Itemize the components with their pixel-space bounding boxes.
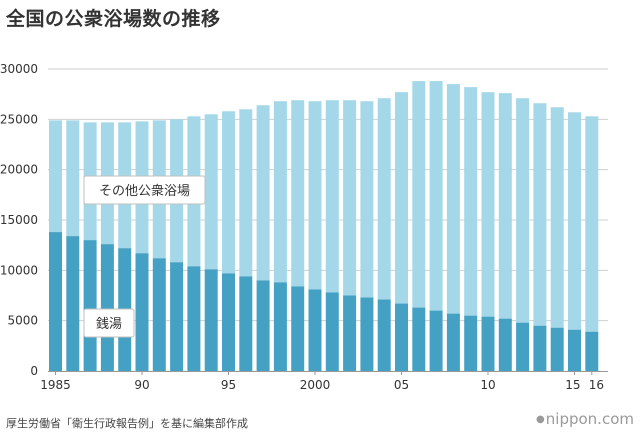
- bar-sento-2004: [377, 299, 391, 371]
- y-tick-label: 10000: [0, 263, 38, 277]
- bar-sento-1993: [187, 266, 201, 371]
- x-tick-label: 90: [134, 378, 149, 392]
- bar-sento-2005: [395, 303, 408, 371]
- bar-sento-2003: [360, 297, 374, 371]
- x-tick-label: 95: [221, 378, 236, 392]
- bar-other-2002: [343, 100, 357, 296]
- bar-sento-2012: [516, 322, 530, 371]
- bar-sento-1998: [273, 282, 287, 371]
- bar-sento-2001: [325, 292, 339, 371]
- bar-sento-2010: [481, 316, 495, 371]
- bar-other-2006: [412, 81, 426, 308]
- bar-sento-1988: [100, 244, 114, 371]
- bar-other-1995: [222, 111, 235, 274]
- bar-sento-2011: [498, 318, 512, 371]
- bar-other-2010: [481, 92, 495, 317]
- bar-sento-2013: [533, 325, 547, 371]
- brand-text: nippon.com: [545, 410, 634, 428]
- bar-other-1997: [256, 105, 270, 281]
- label-sento-box: [83, 308, 135, 338]
- bar-sento-2014: [550, 327, 564, 371]
- bar-sento-1985: [49, 232, 62, 371]
- y-tick-label: 5000: [7, 314, 38, 328]
- bar-other-2015: [568, 112, 581, 330]
- bar-other-2001: [325, 100, 339, 293]
- source-note: 厚生労働省「衛生行政報告例」を基に編集部作成: [6, 417, 248, 430]
- y-tick-label: 0: [30, 364, 38, 378]
- brand-logo: ●nippon.com: [536, 410, 634, 428]
- bar-other-2012: [516, 98, 530, 323]
- x-axis-ticks: 1985 90 95 2000 05 10 15 16: [40, 371, 604, 392]
- bar-sento-1992: [170, 262, 184, 371]
- bar-sento-1996: [239, 276, 253, 371]
- bar-other-2016: [585, 116, 599, 332]
- bar-sento-2008: [446, 313, 460, 371]
- bar-sento-1991: [152, 258, 166, 371]
- bar-other-1998: [273, 101, 287, 283]
- bar-other-2013: [533, 103, 547, 326]
- bar-other-2014: [550, 107, 564, 328]
- bar-other-2009: [464, 87, 478, 316]
- label-sento-text: 銭湯: [96, 317, 122, 332]
- bar-other-2000: [308, 101, 322, 290]
- bar-other-2003: [360, 101, 374, 298]
- brand-dot-icon: ●: [536, 414, 545, 425]
- label-other-baths-text: その他公衆浴場: [99, 183, 190, 199]
- bar-other-1994: [204, 114, 218, 270]
- x-tick-label: 15: [565, 378, 580, 392]
- bar-other-2004: [377, 98, 391, 300]
- bar-sento-1994: [204, 269, 218, 371]
- bar-other-1996: [239, 109, 253, 277]
- bar-other-2005: [395, 92, 408, 304]
- bar-sento-2016: [585, 331, 599, 371]
- bar-sento-1999: [291, 286, 305, 371]
- x-tick-label: 10: [480, 378, 495, 392]
- bar-sento-1995: [222, 273, 235, 371]
- label-sento: 銭湯: [83, 308, 135, 338]
- bar-sento-2007: [429, 310, 443, 371]
- chart-title: 全国の公衆浴場数の推移: [6, 8, 221, 30]
- y-tick-label: 25000: [0, 112, 38, 126]
- bar-sento-2006: [412, 307, 426, 371]
- x-tick-label: 05: [394, 378, 409, 392]
- bar-other-1999: [291, 100, 305, 287]
- x-tick-label: 2000: [300, 378, 331, 392]
- bar-sento-2009: [464, 315, 478, 371]
- bar-other-2011: [498, 93, 512, 319]
- bar-sento-2000: [308, 289, 322, 371]
- bar-sento-2015: [568, 329, 581, 371]
- bar-other-1985: [49, 120, 62, 233]
- label-other-baths: その他公衆浴場: [83, 175, 206, 205]
- bar-other-2008: [446, 84, 460, 314]
- bar-other-2007: [429, 81, 443, 311]
- bar-sento-1986: [66, 236, 80, 371]
- y-tick-label: 20000: [0, 163, 38, 177]
- y-tick-label: 30000: [0, 62, 38, 76]
- y-axis-ticks: 0 5000 10000 15000 20000 25000 30000: [0, 62, 38, 378]
- bar-sento-2002: [343, 295, 357, 371]
- bar-other-1986: [66, 120, 80, 237]
- bar-sento-1997: [256, 280, 270, 371]
- bar-sento-1987: [83, 240, 97, 371]
- bar-sento-1990: [135, 253, 149, 371]
- x-tick-label: 16: [589, 378, 604, 392]
- label-other-baths-box: [83, 175, 206, 205]
- x-tick-label: 1985: [40, 378, 71, 392]
- y-tick-label: 15000: [0, 213, 38, 227]
